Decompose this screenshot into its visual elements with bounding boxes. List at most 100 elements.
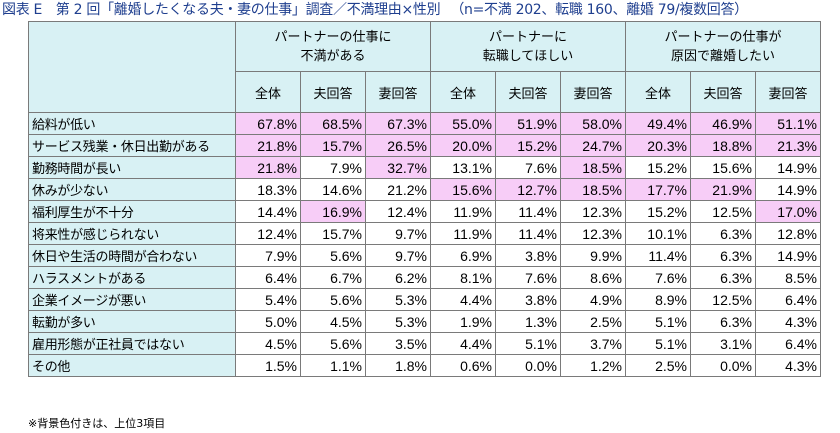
row-label: 休日や生活の時間が合わない xyxy=(28,244,236,267)
row-label: 企業イメージが悪い xyxy=(28,288,236,311)
value-cell: 49.4% xyxy=(625,112,691,135)
value-cell: 3.8% xyxy=(495,244,561,267)
table-row: 勤務時間が長い 21.8% 7.9% 32.7% 13.1% 7.6% 18.5% 15.2%… xyxy=(28,156,821,179)
value-cell: 18.5% xyxy=(560,178,626,201)
value-cell: 8.6% xyxy=(560,266,626,289)
value-cell: 8.9% xyxy=(625,288,691,311)
value-cell: 4.3% xyxy=(755,310,821,333)
footnote: ※背景色付きは、上位3項目 xyxy=(28,417,166,430)
table-row: 雇用形態が正社員ではない 4.5% 5.6% 3.5% 4.4% 5.1% 3.7% 5.1%… xyxy=(28,332,821,355)
table-row: ハラスメントがある 6.4% 6.7% 6.2% 8.1% 7.6% 8.6% 7.6% 6.3… xyxy=(28,266,821,289)
value-cell: 7.9% xyxy=(235,244,301,267)
value-cell: 0.0% xyxy=(495,354,561,377)
value-cell: 4.9% xyxy=(560,288,626,311)
value-cell: 17.7% xyxy=(625,178,691,201)
value-cell: 12.4% xyxy=(235,222,301,245)
value-cell: 15.6% xyxy=(430,178,496,201)
subtitle-text: （n=不満 202、転職 160、離婚 79/複数回答） xyxy=(450,2,748,18)
value-cell: 14.9% xyxy=(755,244,821,267)
value-cell: 7.6% xyxy=(625,266,691,289)
value-cell: 12.5% xyxy=(690,200,756,223)
value-cell: 1.3% xyxy=(495,310,561,333)
value-cell: 6.7% xyxy=(300,266,366,289)
value-cell: 5.0% xyxy=(235,310,301,333)
value-cell: 4.3% xyxy=(755,354,821,377)
value-cell: 8.5% xyxy=(755,266,821,289)
value-cell: 21.3% xyxy=(755,134,821,157)
value-cell: 21.8% xyxy=(235,134,301,157)
column-header: 妻回答 xyxy=(560,71,626,113)
group-header-line: 不満がある xyxy=(300,48,366,64)
value-cell: 17.0% xyxy=(755,200,821,223)
value-cell: 15.6% xyxy=(690,156,756,179)
value-cell: 4.5% xyxy=(235,332,301,355)
value-cell: 12.4% xyxy=(365,200,431,223)
group-header-line: パートナーに xyxy=(488,29,567,45)
row-label: 将来性が感じられない xyxy=(28,222,236,245)
value-cell: 11.4% xyxy=(495,222,561,245)
value-cell: 11.9% xyxy=(430,222,496,245)
value-cell: 15.2% xyxy=(625,200,691,223)
value-cell: 1.1% xyxy=(300,354,366,377)
value-cell: 24.7% xyxy=(560,134,626,157)
value-cell: 4.4% xyxy=(430,332,496,355)
column-header: 夫回答 xyxy=(495,71,561,113)
table-row: 休みが少ない 18.3% 14.6% 21.2% 15.6% 12.7% 18.5% 17.7… xyxy=(28,178,821,201)
value-cell: 51.1% xyxy=(755,112,821,135)
value-cell: 12.7% xyxy=(495,178,561,201)
value-cell: 55.0% xyxy=(430,112,496,135)
column-header: 全体 xyxy=(235,71,301,113)
value-cell: 67.8% xyxy=(235,112,301,135)
value-cell: 6.4% xyxy=(235,266,301,289)
row-label: ハラスメントがある xyxy=(28,266,236,289)
group-header-line: 原因で離婚したい xyxy=(670,48,775,64)
value-cell: 14.4% xyxy=(235,200,301,223)
row-label: 給料が低い xyxy=(28,112,236,135)
value-cell: 1.9% xyxy=(430,310,496,333)
value-cell: 6.2% xyxy=(365,266,431,289)
value-cell: 0.6% xyxy=(430,354,496,377)
figure-title: 図表 E 第 2 回「離婚したくなる夫・妻の仕事」調査／不満理由×性別 （n=不満… xyxy=(2,1,748,19)
value-cell: 9.9% xyxy=(560,244,626,267)
table-body: 給料が低い 67.8% 68.5% 67.3% 55.0% 51.9% 58.0% 49.4%… xyxy=(28,112,821,377)
value-cell: 2.5% xyxy=(560,310,626,333)
value-cell: 6.4% xyxy=(755,288,821,311)
value-cell: 9.7% xyxy=(365,244,431,267)
value-cell: 6.3% xyxy=(690,266,756,289)
column-header: 妻回答 xyxy=(365,71,431,113)
value-cell: 1.8% xyxy=(365,354,431,377)
row-label: 福利厚生が不十分 xyxy=(28,200,236,223)
value-cell: 11.4% xyxy=(495,200,561,223)
value-cell: 14.6% xyxy=(300,178,366,201)
value-cell: 12.5% xyxy=(690,288,756,311)
value-cell: 15.7% xyxy=(300,134,366,157)
value-cell: 14.9% xyxy=(755,178,821,201)
value-cell: 15.2% xyxy=(495,134,561,157)
value-cell: 9.7% xyxy=(365,222,431,245)
group-header: パートナーに 転職してほしい xyxy=(430,21,626,72)
value-cell: 5.6% xyxy=(300,332,366,355)
value-cell: 5.4% xyxy=(235,288,301,311)
row-label: 雇用形態が正社員ではない xyxy=(28,332,236,355)
value-cell: 7.6% xyxy=(495,156,561,179)
table-row: 将来性が感じられない 12.4% 15.7% 9.7% 11.9% 11.4% 12.3% 1… xyxy=(28,222,821,245)
value-cell: 5.3% xyxy=(365,310,431,333)
value-cell: 5.1% xyxy=(625,310,691,333)
value-cell: 32.7% xyxy=(365,156,431,179)
title-text: 図表 E 第 2 回「離婚したくなる夫・妻の仕事」調査／不満理由×性別 xyxy=(2,2,441,18)
value-cell: 1.5% xyxy=(235,354,301,377)
row-label: 転勤が多い xyxy=(28,310,236,333)
value-cell: 21.8% xyxy=(235,156,301,179)
value-cell: 3.7% xyxy=(560,332,626,355)
value-cell: 18.5% xyxy=(560,156,626,179)
value-cell: 11.4% xyxy=(625,244,691,267)
value-cell: 16.9% xyxy=(300,200,366,223)
value-cell: 5.3% xyxy=(365,288,431,311)
value-cell: 5.1% xyxy=(625,332,691,355)
group-header-line: パートナーの仕事が xyxy=(664,29,782,45)
value-cell: 12.3% xyxy=(560,200,626,223)
value-cell: 20.0% xyxy=(430,134,496,157)
value-cell: 4.5% xyxy=(300,310,366,333)
value-cell: 46.9% xyxy=(690,112,756,135)
value-cell: 13.1% xyxy=(430,156,496,179)
